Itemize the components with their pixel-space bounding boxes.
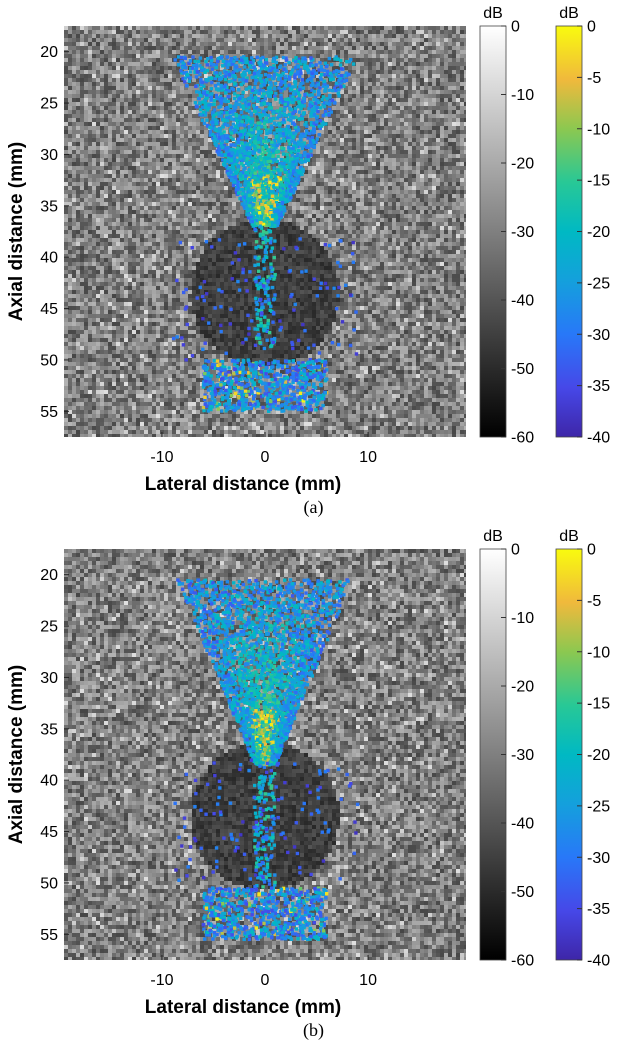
y-tick-label: 45 (40, 824, 58, 841)
gray-colorbar-unit: dB (483, 528, 503, 545)
overlay-colorbar-tick-label: -40 (587, 953, 610, 970)
gray-colorbar-unit: dB (483, 5, 503, 22)
gray-colorbar-tick-label: -10 (511, 610, 534, 627)
y-tick-label: 25 (40, 96, 58, 113)
y-axis-label: Axial distance (mm) (6, 665, 27, 845)
overlay-colorbar-tick-label: -25 (587, 275, 610, 292)
figure-panel-a: 20 25 30 35 40 45 50 55 -10 0 10 Lateral distance (… (0, 0, 627, 522)
overlay-colorbar-tick-label: 0 (587, 542, 596, 559)
overlay-colorbar-tick-label: -35 (587, 901, 610, 918)
x-axis-label: Lateral distance (mm) (145, 474, 341, 495)
overlay-colorbar-tick-label: -10 (587, 121, 610, 138)
overlay-colorbar-tick-label: 0 (587, 19, 596, 36)
overlay-map (171, 55, 359, 413)
panel-caption-a: (a) (0, 497, 627, 518)
overlay-colorbar-tick-label: -20 (587, 224, 610, 241)
overlay-colorbar-unit: dB (559, 5, 579, 22)
gray-colorbar-tick-label: -10 (511, 87, 534, 104)
x-tick-label: 10 (359, 972, 377, 989)
y-axis-label: Axial distance (mm) (6, 142, 27, 322)
gray-colorbar-tick-label: 0 (511, 542, 520, 559)
y-tick-label: 35 (40, 721, 58, 738)
overlay-colorbar-tick-label: -15 (587, 173, 610, 190)
y-tick-label: 40 (40, 773, 58, 790)
y-tick-label: 55 (40, 927, 58, 944)
overlay-colorbar-tick-label: -5 (587, 70, 601, 87)
y-tick-label: 35 (40, 198, 58, 215)
overlay-colorbar-tick-label: -10 (587, 644, 610, 661)
overlay-colorbar-tick-label: -35 (587, 378, 610, 395)
overlay-colorbar-tick-label: -30 (587, 850, 610, 867)
x-axis-label: Lateral distance (mm) (145, 997, 341, 1018)
x-tick-label: 10 (359, 449, 377, 466)
gray-colorbar-tick-label: -20 (511, 156, 534, 173)
figure-panel-b: 20 25 30 35 40 45 50 55 -10 0 10 Lateral distance (… (0, 523, 627, 1045)
x-tick-label: -10 (150, 972, 173, 989)
y-tick-label: 55 (40, 404, 58, 421)
overlay-colorbar-tick-label: -20 (587, 747, 610, 764)
x-tick-label: 0 (261, 449, 270, 466)
gray-colorbar-tick-label: 0 (511, 19, 520, 36)
gray-colorbar-tick-label: -60 (511, 953, 534, 970)
overlay-map (173, 578, 360, 942)
ultrasound-chart-a: 20 25 30 35 40 45 50 55 -10 0 10 Lateral distance (… (6, 5, 610, 495)
gray-colorbar-tick-label: -40 (511, 293, 534, 310)
gray-colorbar-tick-label: -20 (511, 679, 534, 696)
overlay-colorbar-tick-label: -5 (587, 593, 601, 610)
y-tick-label: 20 (40, 44, 58, 61)
y-tick-label: 50 (40, 875, 58, 892)
gray-colorbar-tick-label: -30 (511, 224, 534, 241)
y-tick-label: 50 (40, 352, 58, 369)
x-tick-label: -10 (150, 449, 173, 466)
gray-colorbar-tick-label: -50 (511, 884, 534, 901)
gray-colorbar-tick-label: -50 (511, 361, 534, 378)
y-tick-label: 20 (40, 567, 58, 584)
overlay-colorbar-tick-label: -15 (587, 696, 610, 713)
gray-colorbar-tick-label: -40 (511, 816, 534, 833)
bmode-image (64, 549, 466, 960)
y-tick-label: 30 (40, 670, 58, 687)
ultrasound-chart-b: 20 25 30 35 40 45 50 55 -10 0 10 Lateral distance (… (6, 528, 610, 1018)
y-tick-label: 25 (40, 619, 58, 636)
overlay-colorbar-tick-label: -25 (587, 798, 610, 815)
gray-colorbar-tick-label: -30 (511, 747, 534, 764)
x-tick-label: 0 (261, 972, 270, 989)
y-tick-label: 45 (40, 301, 58, 318)
overlay-colorbar-tick-label: -30 (587, 327, 610, 344)
panel-caption-b: (b) (0, 1020, 627, 1041)
y-tick-label: 30 (40, 147, 58, 164)
y-tick-label: 40 (40, 250, 58, 267)
overlay-colorbar-tick-label: -40 (587, 430, 610, 447)
overlay-colorbar-unit: dB (559, 528, 579, 545)
gray-colorbar-tick-label: -60 (511, 430, 534, 447)
